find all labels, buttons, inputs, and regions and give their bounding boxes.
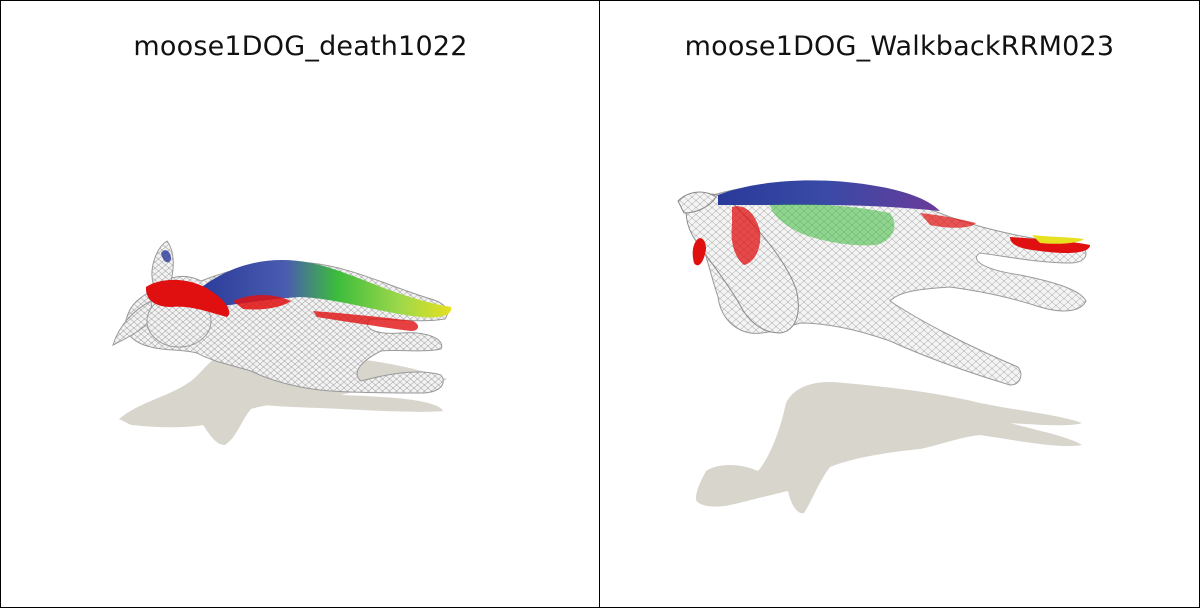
segment-colors (145, 250, 452, 331)
ground-shadow (696, 381, 1082, 514)
moose-render-death (112, 240, 452, 445)
ground-shadow (119, 350, 447, 445)
render-panel-right: moose1DOG_WalkbackRRM023 (599, 0, 1200, 608)
segment-colors (692, 180, 1090, 266)
render-panel-left: moose1DOG_death1022 (0, 0, 601, 608)
panel-title: moose1DOG_WalkbackRRM023 (684, 31, 1115, 62)
moose-render-walkback (677, 180, 1090, 514)
panel-title: moose1DOG_death1022 (133, 31, 468, 62)
